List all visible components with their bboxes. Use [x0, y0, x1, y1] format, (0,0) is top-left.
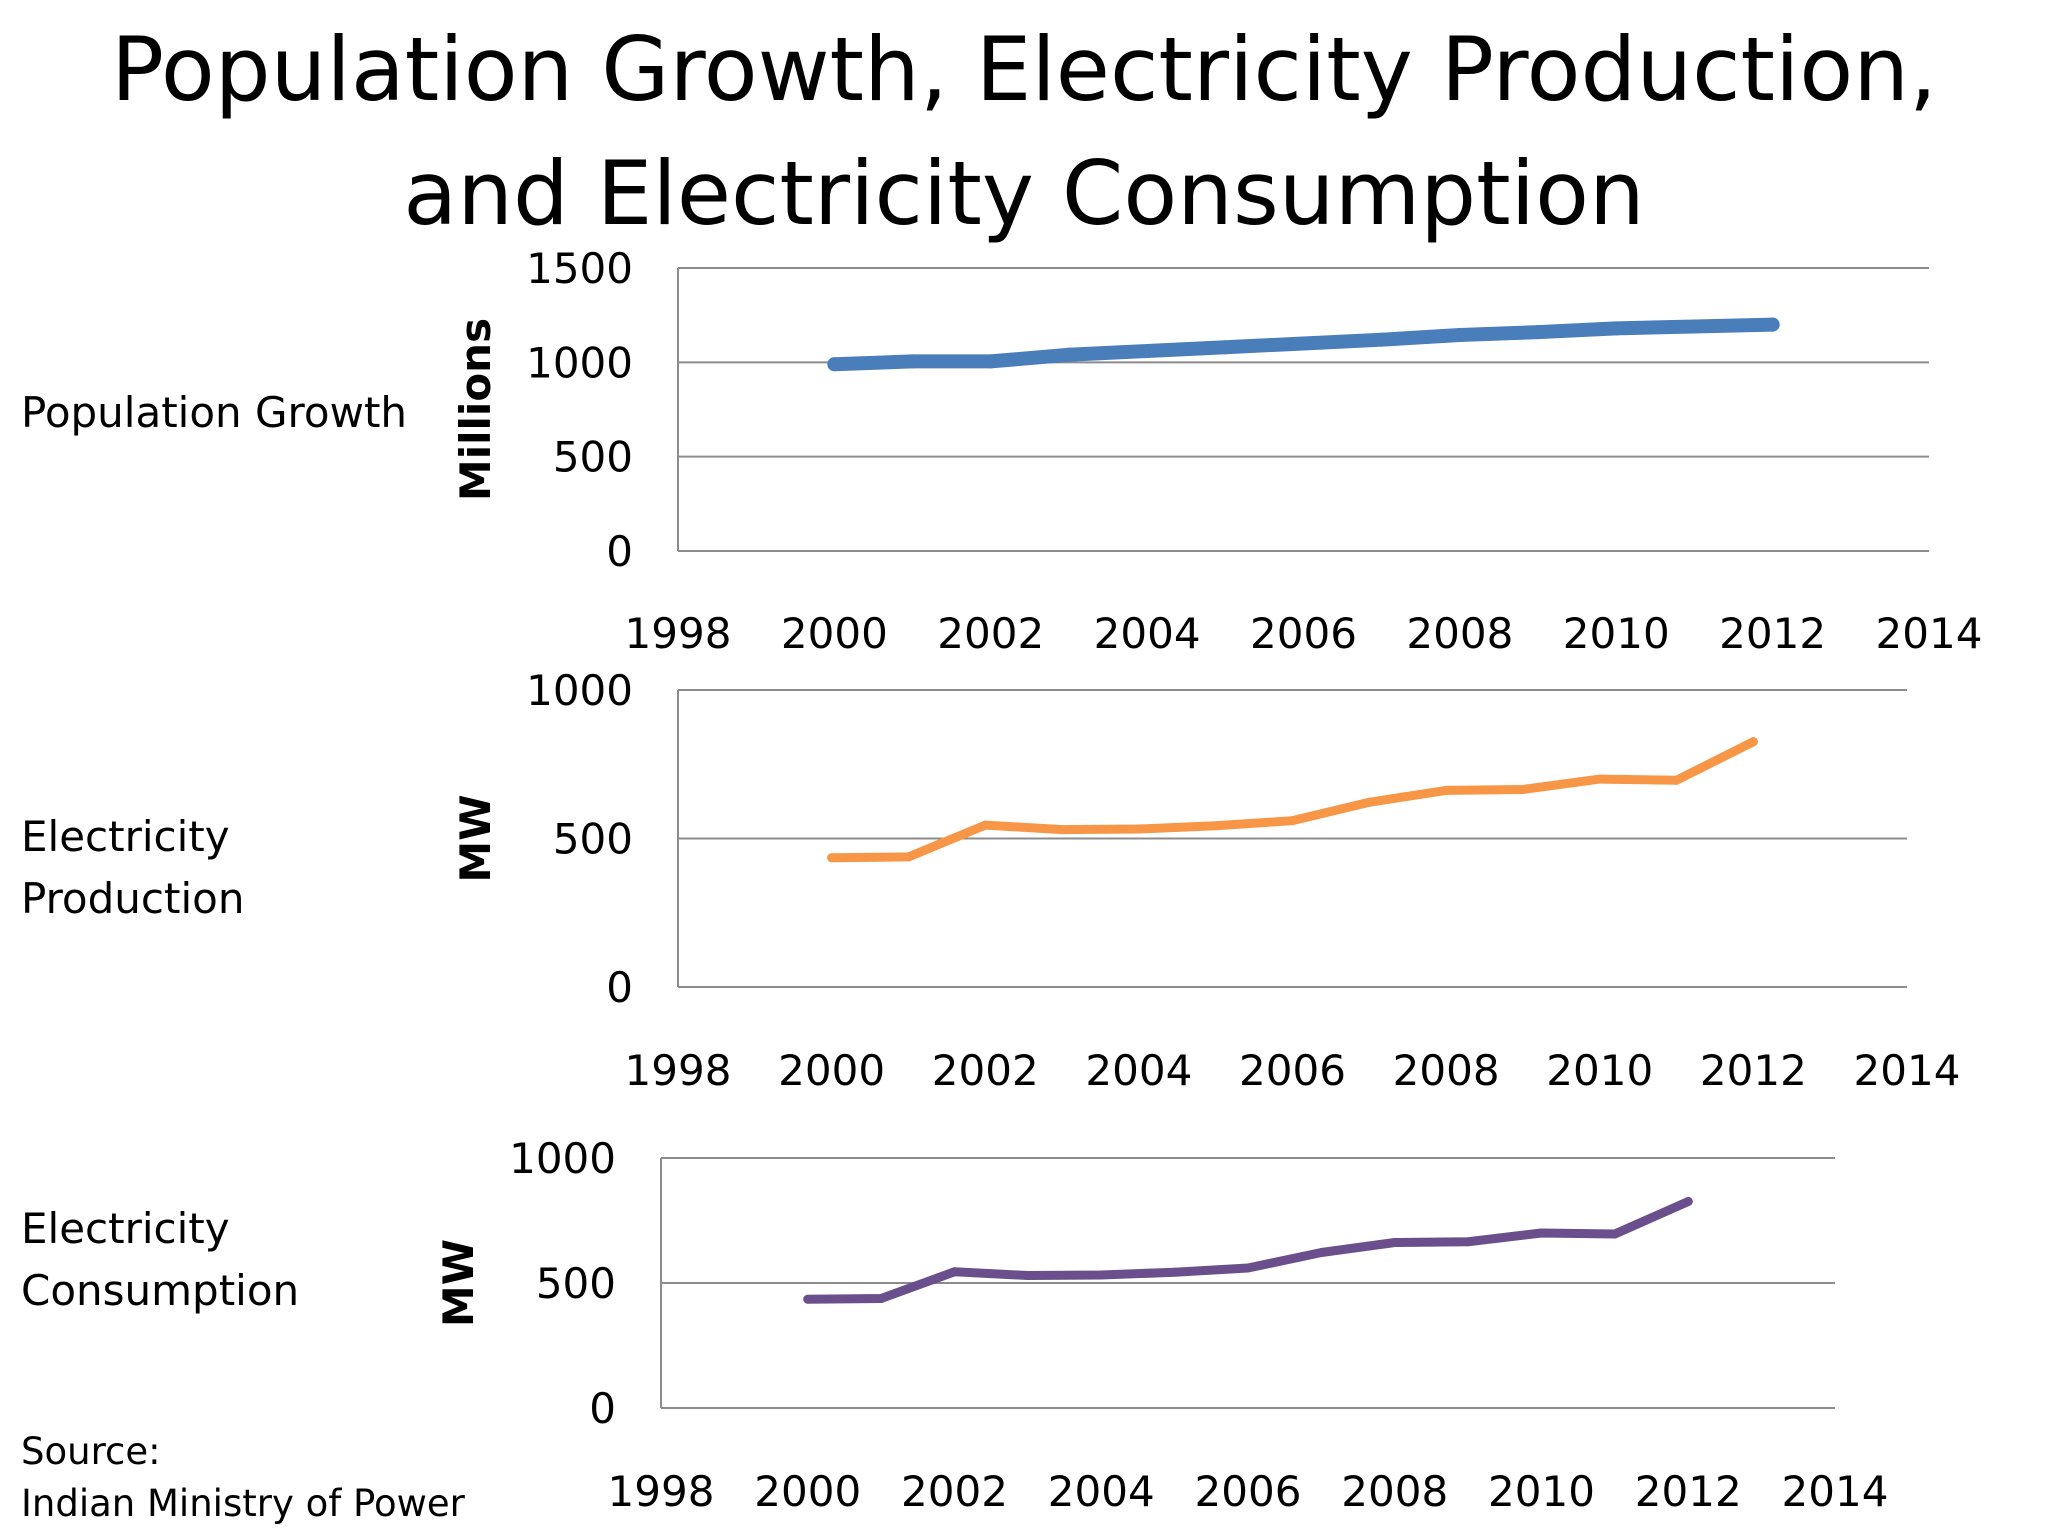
source-note: Source: Indian Ministry of Power [21, 1426, 465, 1530]
series-line [827, 737, 1758, 863]
data-point [803, 1294, 813, 1304]
data-point [950, 1267, 959, 1277]
y-tick-label: 1500 [526, 244, 633, 293]
data-point [1748, 737, 1758, 747]
y-axis-label: MW [451, 794, 500, 882]
x-tick-label: 2000 [754, 1467, 861, 1516]
data-point [903, 852, 913, 862]
source-name: Indian Ministry of Power [21, 1482, 465, 1525]
data-point [1672, 775, 1682, 785]
row-label-line: Production [21, 874, 245, 923]
data-point [1687, 319, 1702, 334]
data-point [876, 1294, 886, 1303]
y-axis-label: MW [434, 1239, 483, 1327]
y-tick-label: 0 [606, 963, 633, 1012]
x-tick-label: 2002 [937, 609, 1044, 658]
title-line: Population Growth, Electricity Productio… [110, 18, 1938, 121]
source-label: Source: [21, 1430, 161, 1473]
data-point [1364, 797, 1374, 807]
data-point [827, 357, 842, 372]
data-point [1211, 821, 1221, 831]
data-point [1096, 1270, 1106, 1280]
x-tick-label: 2012 [1635, 1467, 1742, 1516]
y-tick-label: 500 [553, 815, 633, 864]
row-label-consumption: Electricity Consumption [21, 1198, 299, 1322]
data-point [1316, 1248, 1326, 1257]
data-point [1140, 344, 1155, 359]
x-tick-label: 2002 [901, 1467, 1008, 1516]
x-tick-label: 2010 [1546, 1046, 1653, 1095]
data-point [1537, 1228, 1546, 1238]
x-tick-label: 2004 [1048, 1467, 1155, 1516]
data-point [1218, 340, 1233, 355]
x-tick-label: 2000 [778, 1046, 885, 1095]
data-point [1390, 1238, 1400, 1247]
x-tick-label: 2008 [1341, 1467, 1448, 1516]
y-tick-label: 0 [589, 1384, 616, 1433]
x-tick-label: 2012 [1719, 609, 1826, 658]
row-label-line: Population Growth [21, 388, 408, 437]
x-tick-label: 1998 [608, 1467, 715, 1516]
x-tick-label: 2004 [1085, 1046, 1192, 1095]
data-point [1134, 824, 1144, 834]
title-line: and Electricity Consumption [403, 142, 1645, 245]
x-tick-label: 1998 [625, 609, 732, 658]
row-label-line: Electricity [21, 1204, 230, 1253]
data-point [1595, 774, 1605, 784]
x-tick-label: 2014 [1782, 1467, 1889, 1516]
data-point [1170, 1267, 1180, 1277]
page-title: Population Growth, Electricity Productio… [0, 8, 2048, 256]
x-tick-label: 2008 [1393, 1046, 1500, 1095]
data-point [827, 853, 837, 863]
x-tick-label: 2008 [1406, 609, 1513, 658]
data-point [1288, 816, 1297, 826]
row-label-production: Electricity Production [21, 806, 244, 930]
row-label-line: Electricity [21, 812, 230, 861]
x-tick-label: 2006 [1239, 1046, 1346, 1095]
y-tick-label: 500 [553, 433, 633, 482]
data-point [1296, 336, 1311, 351]
data-point [1243, 1263, 1253, 1273]
data-point [1518, 784, 1528, 794]
row-label-population: Population Growth [21, 382, 407, 444]
data-point [1683, 1197, 1693, 1206]
x-tick-label: 2014 [1854, 1046, 1961, 1095]
x-tick-label: 2006 [1250, 609, 1357, 658]
data-point [1057, 825, 1067, 835]
x-tick-label: 1998 [625, 1046, 732, 1095]
data-point [983, 354, 998, 369]
data-point [1610, 1229, 1620, 1239]
y-axis-label: Millions [451, 318, 500, 501]
y-tick-label: 1000 [526, 338, 633, 387]
row-label-line: Consumption [21, 1266, 300, 1315]
data-point [1609, 321, 1624, 336]
x-tick-label: 2014 [1876, 609, 1983, 658]
data-point [1061, 347, 1076, 362]
data-point [1441, 785, 1451, 795]
x-tick-label: 2002 [932, 1046, 1039, 1095]
x-tick-label: 2006 [1195, 1467, 1302, 1516]
data-point [905, 354, 920, 369]
data-point [1374, 332, 1389, 347]
data-point [1463, 1237, 1473, 1247]
data-point [1765, 317, 1780, 332]
x-tick-label: 2004 [1094, 609, 1201, 658]
data-point [1023, 1271, 1033, 1280]
data-point [980, 820, 990, 830]
x-tick-label: 2012 [1700, 1046, 1807, 1095]
x-tick-label: 2000 [781, 609, 888, 658]
y-tick-label: 0 [606, 527, 633, 576]
y-tick-label: 1000 [526, 666, 633, 715]
y-tick-label: 1000 [509, 1134, 616, 1183]
y-tick-label: 500 [536, 1259, 616, 1308]
x-tick-label: 2010 [1563, 609, 1670, 658]
data-point [1531, 325, 1546, 340]
series-line [803, 1197, 1693, 1304]
x-tick-label: 2010 [1488, 1467, 1595, 1516]
data-point [1452, 327, 1467, 342]
